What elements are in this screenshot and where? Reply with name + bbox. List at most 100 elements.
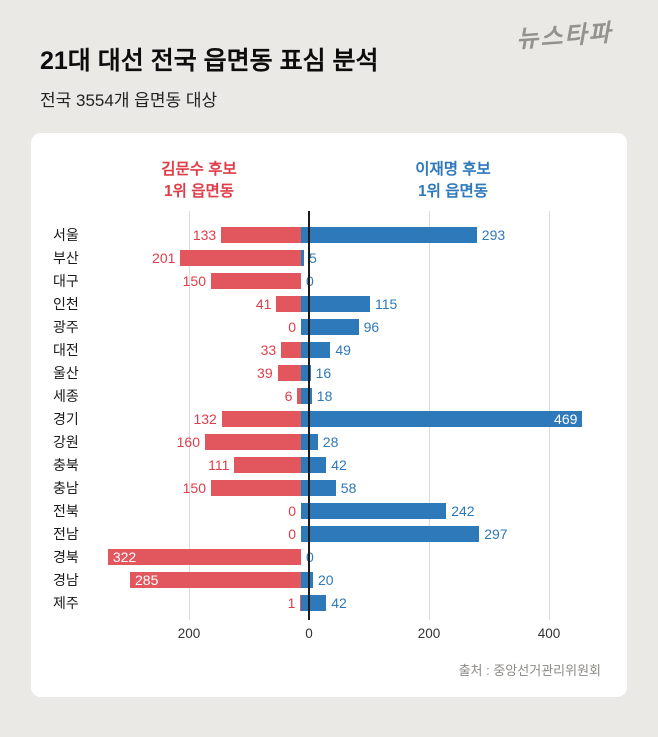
zero-axis-line [308,211,310,620]
bar-lee [301,387,312,404]
axis-tick: 200 [177,626,201,641]
row-label: 충북 [53,456,79,473]
left-zone: 160 [101,433,301,450]
left-zone: 133 [101,226,301,243]
value-kim: 1 [287,594,296,611]
chart-row: 제주 1 42 [53,591,605,614]
value-kim: 0 [288,502,296,519]
right-zone: 42 [301,594,596,611]
left-zone: 41 [101,295,301,312]
bar-lee [301,502,447,519]
row-label: 대구 [53,272,79,289]
value-lee: 242 [451,502,475,519]
row-label: 인천 [53,295,79,312]
bar-kim [276,295,301,312]
bar-lee [301,364,311,381]
value-lee: 293 [481,226,506,243]
chart-row: 광주 0 96 [53,315,605,338]
chart-legend: 김문수 후보 1위 읍면동 이재명 후보 1위 읍면동 [53,157,605,213]
left-zone: 322 [101,548,301,565]
chart-row: 경기 132 469 [53,407,605,430]
value-lee: 5 [309,249,317,266]
chart-row: 경남 285 20 [53,568,605,591]
left-zone: 150 [101,479,301,496]
value-lee: 469 [554,410,578,427]
row-label: 제주 [53,594,79,611]
row-label: 전남 [53,525,79,542]
right-zone: 96 [301,318,596,335]
legend-kim: 김문수 후보 1위 읍면동 [99,159,299,202]
left-zone: 150 [101,272,301,289]
value-kim: 150 [182,479,206,496]
axis-tick: 0 [305,626,313,641]
chart-row: 전남 0 297 [53,522,605,545]
value-lee: 18 [316,387,333,404]
bar-kim: 322 [107,548,301,565]
chart-card: 김문수 후보 1위 읍면동 이재명 후보 1위 읍면동 서울 133 293 부산 20… [31,133,627,697]
bar-lee [301,249,304,266]
value-lee: 28 [322,433,339,450]
bar-lee [301,571,313,588]
value-kim: 322 [112,548,137,565]
row-label: 부산 [53,249,79,266]
row-label: 경남 [53,571,79,588]
value-lee: 58 [340,479,357,496]
value-kim: 39 [257,364,273,381]
right-zone: 469 [301,410,596,427]
chart-row: 강원 160 28 [53,430,605,453]
value-kim: 41 [255,295,272,312]
value-kim: 33 [260,341,277,358]
bar-kim [180,249,301,266]
right-zone: 293 [301,226,596,243]
chart-row: 전북 0 242 [53,499,605,522]
value-lee: 115 [375,295,398,312]
x-axis: 200 0 200 400 [53,622,605,646]
chart-row: 울산 39 16 [53,361,605,384]
source-caption: 출처 : 중앙선거관리위원회 [458,663,601,678]
left-zone: 0 [101,503,301,519]
left-zone: 0 [101,526,301,542]
bar-kim: 285 [130,571,301,588]
bar-kim [300,594,301,611]
row-label: 전북 [53,502,79,519]
value-kim: 133 [192,226,217,243]
value-lee: 49 [335,341,351,358]
left-zone: 132 [101,410,301,427]
row-label: 충남 [53,479,79,496]
header: 21대 대선 전국 읍면동 표심 분석 전국 3554개 읍면동 대상 [0,0,658,111]
right-zone: 0 [301,273,596,289]
value-lee: 297 [484,525,508,542]
bar-kim [211,272,301,289]
right-zone: 20 [301,571,596,588]
row-label: 서울 [53,226,79,243]
page-title: 21대 대선 전국 읍면동 표심 분석 [40,47,379,75]
left-zone: 285 [101,571,301,588]
bar-lee [301,456,327,473]
left-zone: 39 [101,364,301,381]
legend-kim-line1: 김문수 후보 [161,161,237,178]
value-lee: 20 [318,571,334,588]
bar-kim [211,479,301,496]
bar-kim [297,387,301,404]
row-label: 대전 [53,341,79,358]
right-zone: 18 [301,387,596,404]
bar-lee [301,226,477,243]
chart-row: 충북 111 42 [53,453,605,476]
chart-row: 부산 201 5 [53,246,605,269]
chart-row: 대구 150 0 [53,269,605,292]
bar-lee [301,295,370,312]
value-kim: 6 [284,387,293,404]
axis-tick: 200 [417,626,441,641]
chart-row: 세종 6 18 [53,384,605,407]
right-zone: 297 [301,525,596,542]
value-lee: 42 [331,594,347,611]
right-zone: 58 [301,479,596,496]
legend-kim-line2: 1위 읍면동 [164,182,234,200]
bar-lee [301,525,480,542]
left-zone: 33 [101,341,301,358]
value-kim: 150 [182,272,206,289]
value-kim: 201 [152,249,176,266]
right-zone: 49 [301,341,596,358]
chart-row: 경북 322 0 [53,545,605,568]
row-label: 강원 [53,433,79,450]
